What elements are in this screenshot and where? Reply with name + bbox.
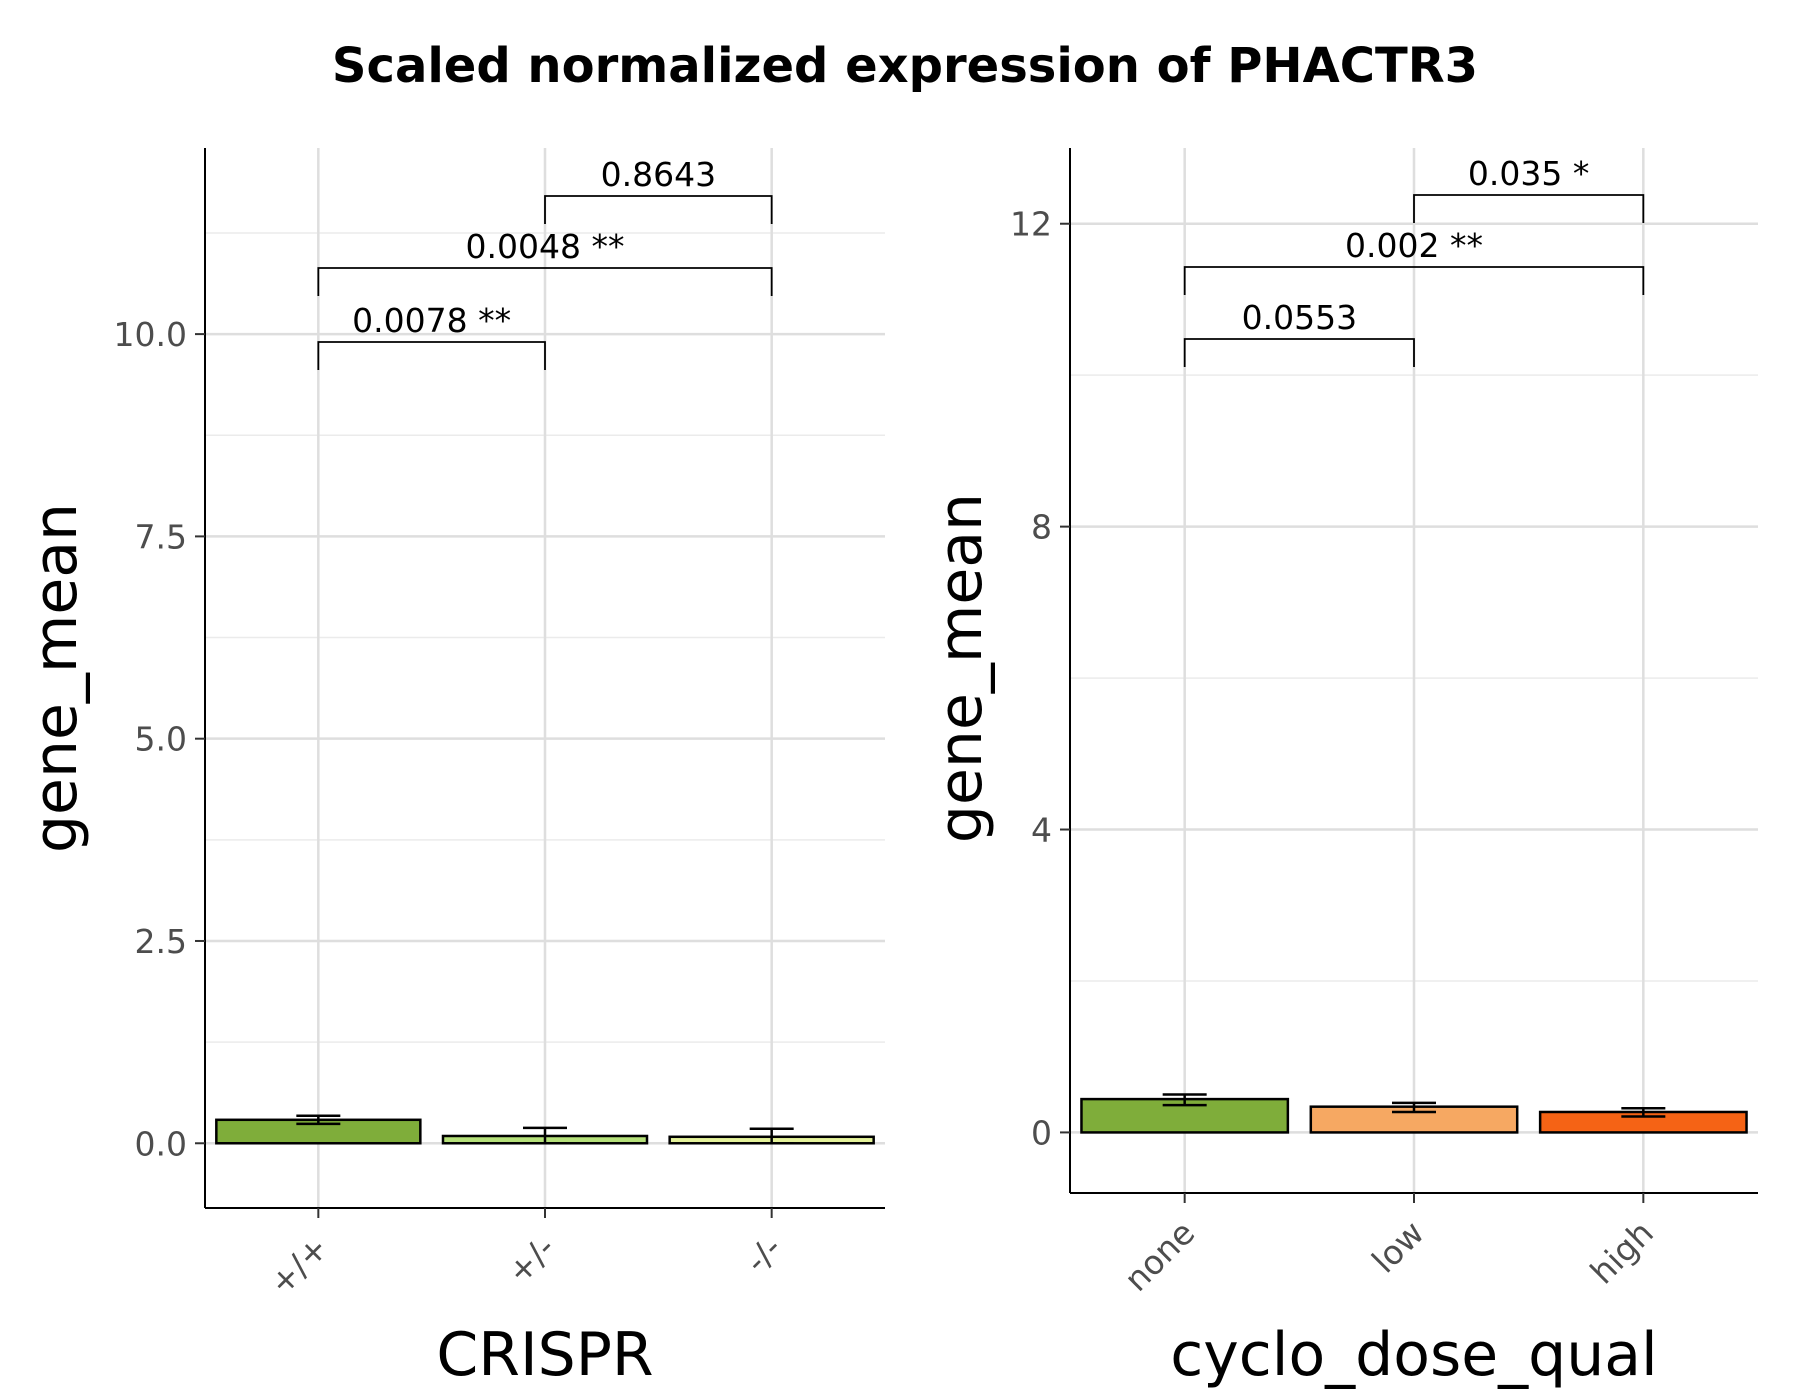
significance-bracket: 0.035 *	[1413, 154, 1645, 223]
bracket-line	[317, 267, 773, 296]
y-tick-label: 8	[1031, 508, 1052, 547]
chart-title: Scaled normalized expression of PHACTR3	[332, 38, 1478, 94]
x-tick-label-none: none	[1117, 1213, 1203, 1299]
error-bar-none	[1162, 1093, 1207, 1107]
significance-bracket: 0.002 **	[1183, 226, 1645, 295]
y-axis-title: gene_mean	[21, 503, 91, 853]
y-tick-label: 10.0	[114, 315, 187, 354]
y-tick-label: 4	[1031, 811, 1052, 850]
x-tick-label-+/+: +/+	[261, 1228, 336, 1303]
error-bar-high	[1621, 1106, 1666, 1118]
x-tick-label-+/-: +/-	[499, 1228, 562, 1291]
bracket-line	[544, 195, 773, 224]
error-bar--/-	[749, 1127, 794, 1145]
x-axis-title: CRISPR	[436, 1320, 653, 1390]
p-value-label: 0.0553	[1242, 298, 1357, 337]
bracket-line	[1183, 338, 1415, 367]
p-value-label: 0.035 *	[1468, 154, 1589, 193]
y-tick-label: 12	[1010, 205, 1052, 244]
bracket-line	[317, 341, 546, 370]
significance-bracket: 0.0048 **	[317, 227, 773, 296]
y-tick-label: 2.5	[135, 922, 187, 961]
y-axis-title: gene_mean	[926, 493, 996, 843]
x-axis-title: cyclo_dose_qual	[1170, 1320, 1657, 1390]
p-value-label: 0.002 **	[1345, 226, 1483, 265]
error-bar-+/-	[523, 1126, 567, 1145]
panel-cyclo-dose: 0 4 8 12 none low high cyclo_dose_qual gene_mean…	[926, 148, 1758, 1390]
p-value-label: 0.8643	[601, 155, 716, 194]
y-tick-label: 0	[1031, 1113, 1052, 1152]
p-value-label: 0.0078 **	[352, 301, 511, 340]
significance-bracket: 0.0553	[1183, 298, 1415, 367]
y-tick-label: 0.0	[135, 1124, 187, 1163]
significance-bracket: 0.8643	[544, 155, 773, 224]
bracket-line	[1183, 266, 1645, 295]
error-bar-low	[1392, 1101, 1436, 1114]
y-tick-label: 5.0	[135, 720, 187, 759]
x-tick-label--/-: -/-	[737, 1228, 789, 1280]
significance-bracket: 0.0078 **	[317, 301, 546, 370]
bracket-line	[1413, 194, 1645, 223]
x-tick-label-high: high	[1583, 1213, 1661, 1291]
y-tick-label: 7.5	[135, 517, 187, 556]
error-bar-+/+	[296, 1114, 341, 1126]
panel-crispr: 0.0 2.5 5.0 7.5 10.0 +/+ +/- -/- CRISPR gene_mean…	[21, 148, 885, 1390]
x-tick-label-low: low	[1364, 1213, 1431, 1280]
p-value-label: 0.0048 **	[466, 227, 625, 266]
